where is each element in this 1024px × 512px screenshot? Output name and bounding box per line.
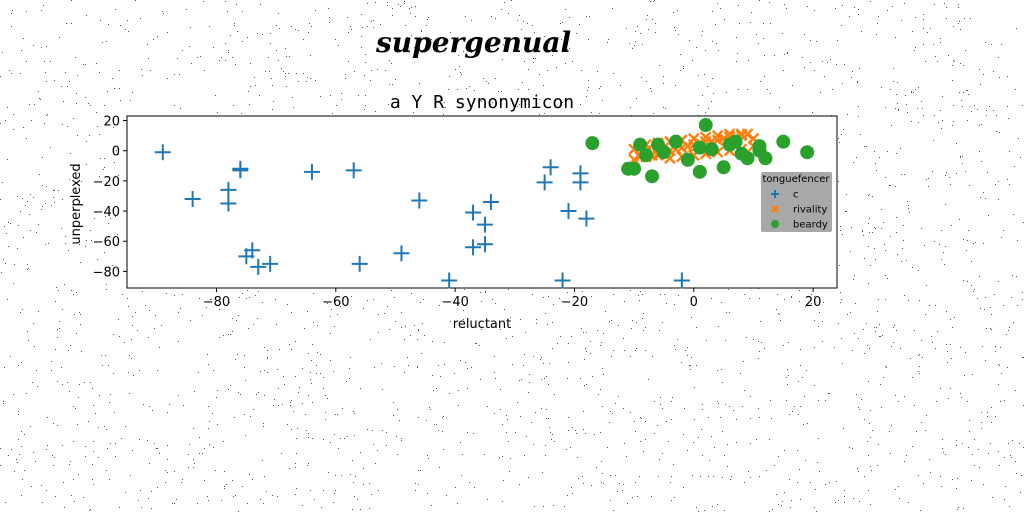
legend: tonguefencer c rivality beardy [761, 172, 832, 232]
y-axis-ticks: 20 0 −20 −40 −60 −80 [93, 115, 127, 280]
legend-box [761, 172, 832, 232]
point-c [232, 162, 249, 179]
point-c [303, 163, 320, 180]
point-c [345, 162, 362, 179]
x-b [771, 205, 779, 213]
point-beardy [680, 152, 695, 167]
point-c [476, 236, 493, 253]
point-beardy [668, 134, 683, 149]
legend-title: tonguefencer [763, 174, 831, 185]
x-tick-label: 20 [805, 295, 822, 310]
point-c [578, 210, 595, 227]
legend-marker-c [771, 190, 779, 198]
legend-label-c: c [793, 190, 799, 201]
x-tick-label: −40 [441, 295, 468, 310]
point-c [554, 272, 571, 289]
x-tick-label: −80 [203, 295, 230, 310]
point-beardy [585, 136, 600, 151]
point-c [476, 216, 493, 233]
point-beardy [752, 143, 767, 158]
point-c [184, 190, 201, 207]
point-c [250, 258, 267, 275]
point-c [465, 204, 482, 221]
point-rivality [711, 129, 724, 142]
point-beardy [716, 160, 731, 175]
point-beardy [692, 164, 707, 179]
point-beardy [776, 134, 791, 149]
chart-marks [154, 118, 815, 289]
y-axis-label: unperplexed [69, 163, 84, 244]
point-c [572, 174, 589, 191]
point-beardy [740, 151, 755, 166]
legend-items: c rivality beardy [771, 190, 828, 231]
x-axis-label: reluctant [453, 317, 511, 332]
point-c [465, 239, 482, 256]
banner-title: supergenual [376, 26, 572, 59]
point-c [441, 272, 458, 289]
point-c [220, 181, 237, 198]
point-c [482, 194, 499, 210]
point-beardy [656, 145, 671, 160]
x-b [723, 128, 736, 140]
point-beardy [639, 148, 654, 163]
x-b [747, 132, 760, 145]
y-tick-label: −20 [93, 175, 120, 190]
point-c [154, 144, 171, 161]
y-tick-label: −40 [93, 205, 120, 220]
point-c [411, 192, 428, 209]
legend-marker-beardy [771, 220, 779, 228]
chart-title: a Y R synonymicon [390, 92, 574, 113]
point-beardy [704, 142, 719, 157]
x-b [687, 132, 700, 145]
x-axis-ticks: −80 −60 −40 −20 0 20 [203, 288, 822, 310]
point-c [351, 255, 368, 272]
point-beardy [728, 134, 743, 149]
legend-marker-rivality [771, 205, 779, 213]
x-tick-label: 0 [690, 295, 698, 310]
point-beardy [692, 140, 707, 155]
y-tick-label: −60 [93, 235, 120, 250]
point-c [673, 272, 690, 289]
legend-label-beardy: beardy [793, 220, 828, 231]
legend-label-rivality: rivality [793, 205, 827, 216]
series-beardy [585, 118, 815, 184]
point-c [393, 245, 410, 262]
x-tick-label: −60 [322, 295, 349, 310]
point-c [542, 159, 559, 176]
point-beardy [800, 145, 815, 160]
y-tick-label: 20 [103, 115, 120, 130]
series-c [154, 144, 690, 289]
point-beardy [627, 161, 642, 176]
y-tick-label: 0 [112, 145, 120, 160]
point-c [536, 174, 553, 191]
point-c [220, 195, 237, 212]
x-b [711, 129, 724, 142]
point-beardy [698, 118, 713, 133]
x-tick-label: −20 [561, 295, 588, 310]
y-tick-label: −80 [93, 265, 120, 280]
point-c [560, 203, 577, 220]
x-b [664, 152, 676, 165]
point-beardy [633, 137, 648, 152]
point-beardy [645, 169, 660, 184]
point-rivality [699, 131, 712, 143]
point-c [244, 242, 261, 259]
point-c [262, 255, 279, 272]
x-b [699, 131, 712, 143]
